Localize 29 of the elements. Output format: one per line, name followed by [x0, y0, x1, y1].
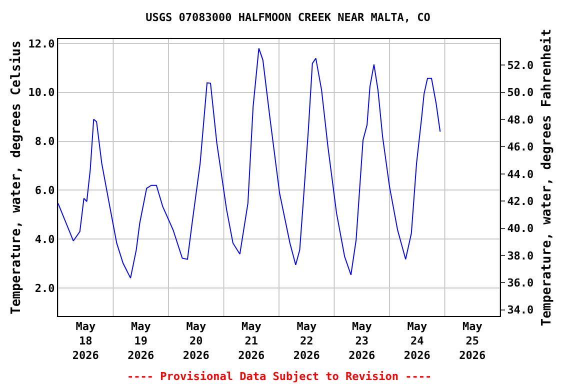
line-series [58, 48, 441, 279]
y2-tick-label: 42.0 [507, 194, 534, 208]
x-tick-label: May 18 2026 [72, 320, 100, 362]
y-tick-label: 6.0 [34, 184, 55, 198]
y2-tick-label: 44.0 [507, 168, 534, 181]
y-tick-label: 8.0 [34, 135, 55, 148]
y-tick-label: 2.0 [34, 282, 55, 295]
y2-tick-label: 48.0 [507, 113, 534, 126]
y-axis-title: Temperature, water, degrees Celsius [9, 40, 24, 314]
x-tick-label: May 19 2026 [128, 320, 154, 362]
x-tick-label: May 24 2026 [404, 320, 431, 362]
x-tick-label: May 25 2026 [459, 320, 486, 362]
x-tick-label: May 23 2026 [348, 320, 376, 362]
y-tick-label: 4.0 [34, 233, 55, 246]
y-tick-label: 10.0 [28, 86, 55, 100]
y2-tick-label: 36.0 [507, 276, 534, 290]
y2-tick-label: 52.0 [507, 58, 534, 72]
x-tick-label: May 21 2026 [238, 320, 265, 362]
y2-tick-label: 50.0 [507, 86, 534, 100]
chart-title: USGS 07083000 HALFMOON CREEK NEAR MALTA, CO [146, 11, 431, 24]
text: ---- Provisional Data Subject to Revision ---- [127, 370, 432, 383]
x-tick-label: May 20 2026 [182, 320, 210, 362]
y2-tick-label: 38.0 [507, 249, 534, 262]
y2-axis-title: Temperature, water, degrees Fahrenheit [539, 28, 554, 326]
y2-tick-label: 34.0 [507, 304, 534, 317]
y2-tick-label: 46.0 [507, 140, 534, 154]
y-tick-label: 12.0 [28, 37, 55, 50]
x-tick-label: May 22 2026 [293, 320, 320, 362]
y2-tick-label: 40.0 [507, 222, 534, 236]
